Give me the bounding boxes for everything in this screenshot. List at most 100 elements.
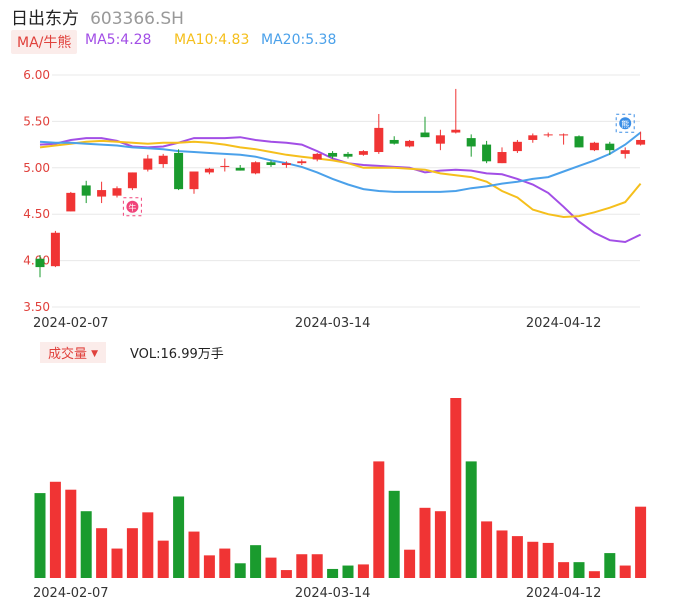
- candle-body: [35, 258, 45, 268]
- candle-body: [374, 127, 384, 153]
- candle: [451, 88, 461, 134]
- volume-bar: [588, 571, 600, 578]
- caret-down-icon: ▼: [91, 349, 99, 359]
- candle: [466, 134, 476, 157]
- volume-bar: [357, 564, 369, 578]
- volume-date-label: 2024-04-12: [526, 586, 602, 601]
- volume-bar: [34, 493, 46, 578]
- ma10-line: [39, 139, 642, 219]
- candle: [143, 154, 153, 172]
- volume-bar: [619, 565, 631, 578]
- bear-marker-label: 熊: [621, 119, 629, 129]
- candle-body: [112, 188, 122, 196]
- candle-body: [589, 142, 599, 151]
- ma-mode-button[interactable]: MA/牛熊: [11, 30, 78, 54]
- candle: [559, 133, 569, 145]
- volume-date-axis: 2024-02-07 2024-03-14 2024-04-12: [33, 586, 601, 601]
- candle-body: [235, 167, 245, 171]
- candle: [220, 158, 230, 172]
- candle-body: [204, 168, 214, 173]
- candle: [343, 152, 353, 159]
- volume-bars: [34, 398, 647, 578]
- candle: [589, 141, 599, 152]
- volume-bar: [388, 490, 400, 578]
- bear-marker-badge: [619, 117, 632, 130]
- candle: [374, 113, 384, 154]
- candle: [328, 151, 338, 159]
- volume-bar: [604, 553, 616, 578]
- candle-body: [328, 152, 338, 157]
- candle-body: [528, 135, 538, 140]
- candle-body: [451, 129, 461, 133]
- y-tick-label: 6.00: [23, 68, 50, 82]
- candle: [50, 230, 60, 268]
- volume-bar: [126, 528, 138, 578]
- bull-marker: 牛: [122, 197, 142, 217]
- price-date-label: 2024-03-14: [295, 316, 371, 331]
- volume-bar: [142, 512, 154, 578]
- candle-body: [50, 232, 60, 267]
- candle: [543, 132, 553, 138]
- volume-bar: [327, 568, 339, 578]
- volume-bar: [157, 540, 169, 578]
- candle: [636, 131, 646, 146]
- volume-bar: [527, 541, 539, 578]
- ma10-label: MA10:4.83: [174, 32, 250, 48]
- candle: [66, 191, 76, 212]
- candle-body: [266, 162, 276, 166]
- candle: [574, 135, 584, 148]
- candle-body: [559, 134, 569, 136]
- stock-code: 603366.SH: [90, 9, 184, 29]
- candle: [435, 129, 445, 151]
- candle-body: [420, 132, 430, 138]
- volume-bar: [219, 548, 231, 578]
- moving-average-lines: [39, 131, 642, 244]
- candle: [158, 153, 168, 168]
- volume-bar: [173, 496, 185, 578]
- candle: [266, 160, 276, 167]
- candle-body: [66, 192, 76, 212]
- candle: [35, 255, 45, 278]
- candle-body: [636, 139, 646, 145]
- volume-button-label: 成交量: [48, 347, 88, 362]
- volume-bar: [65, 489, 77, 578]
- volume-bar: [404, 549, 416, 578]
- candle: [112, 186, 122, 198]
- bear-marker: 熊: [615, 113, 635, 133]
- candle: [235, 165, 245, 171]
- candle-body: [143, 158, 153, 170]
- candle: [620, 147, 630, 159]
- volume-bar: [635, 506, 647, 578]
- candle: [81, 180, 91, 204]
- price-date-label: 2024-04-12: [526, 316, 602, 331]
- volume-bar: [373, 461, 385, 578]
- volume-indicator-button[interactable]: 成交量 ▼: [40, 342, 107, 363]
- y-tick-label: 5.50: [23, 114, 50, 128]
- candle: [189, 171, 199, 194]
- price-date-axis: 2024-02-07 2024-03-14 2024-04-12: [33, 316, 601, 331]
- volume-bar: [203, 555, 215, 578]
- bull-marker-label: 牛: [128, 202, 136, 212]
- volume-bar: [511, 536, 523, 578]
- volume-bar: [573, 562, 585, 578]
- volume-bar: [434, 511, 446, 578]
- candle-body: [358, 151, 368, 155]
- candle-body: [605, 143, 615, 151]
- stock-header: 日出东方 603366.SH: [11, 4, 184, 29]
- candle-body: [189, 171, 199, 190]
- ma20-line: [39, 131, 642, 193]
- candle: [312, 152, 322, 162]
- volume-bar: [450, 398, 462, 578]
- candle: [512, 139, 522, 153]
- candle-body: [497, 152, 507, 164]
- candlesticks: [35, 88, 646, 278]
- candle-body: [543, 134, 553, 136]
- signal-markers: 牛熊: [122, 113, 635, 217]
- ma5-label: MA5:4.28: [85, 32, 152, 48]
- volume-bar: [419, 507, 431, 578]
- volume-bar: [465, 461, 477, 578]
- stock-name: 日出东方: [11, 9, 79, 29]
- candle: [482, 140, 492, 164]
- volume-bar: [96, 528, 108, 578]
